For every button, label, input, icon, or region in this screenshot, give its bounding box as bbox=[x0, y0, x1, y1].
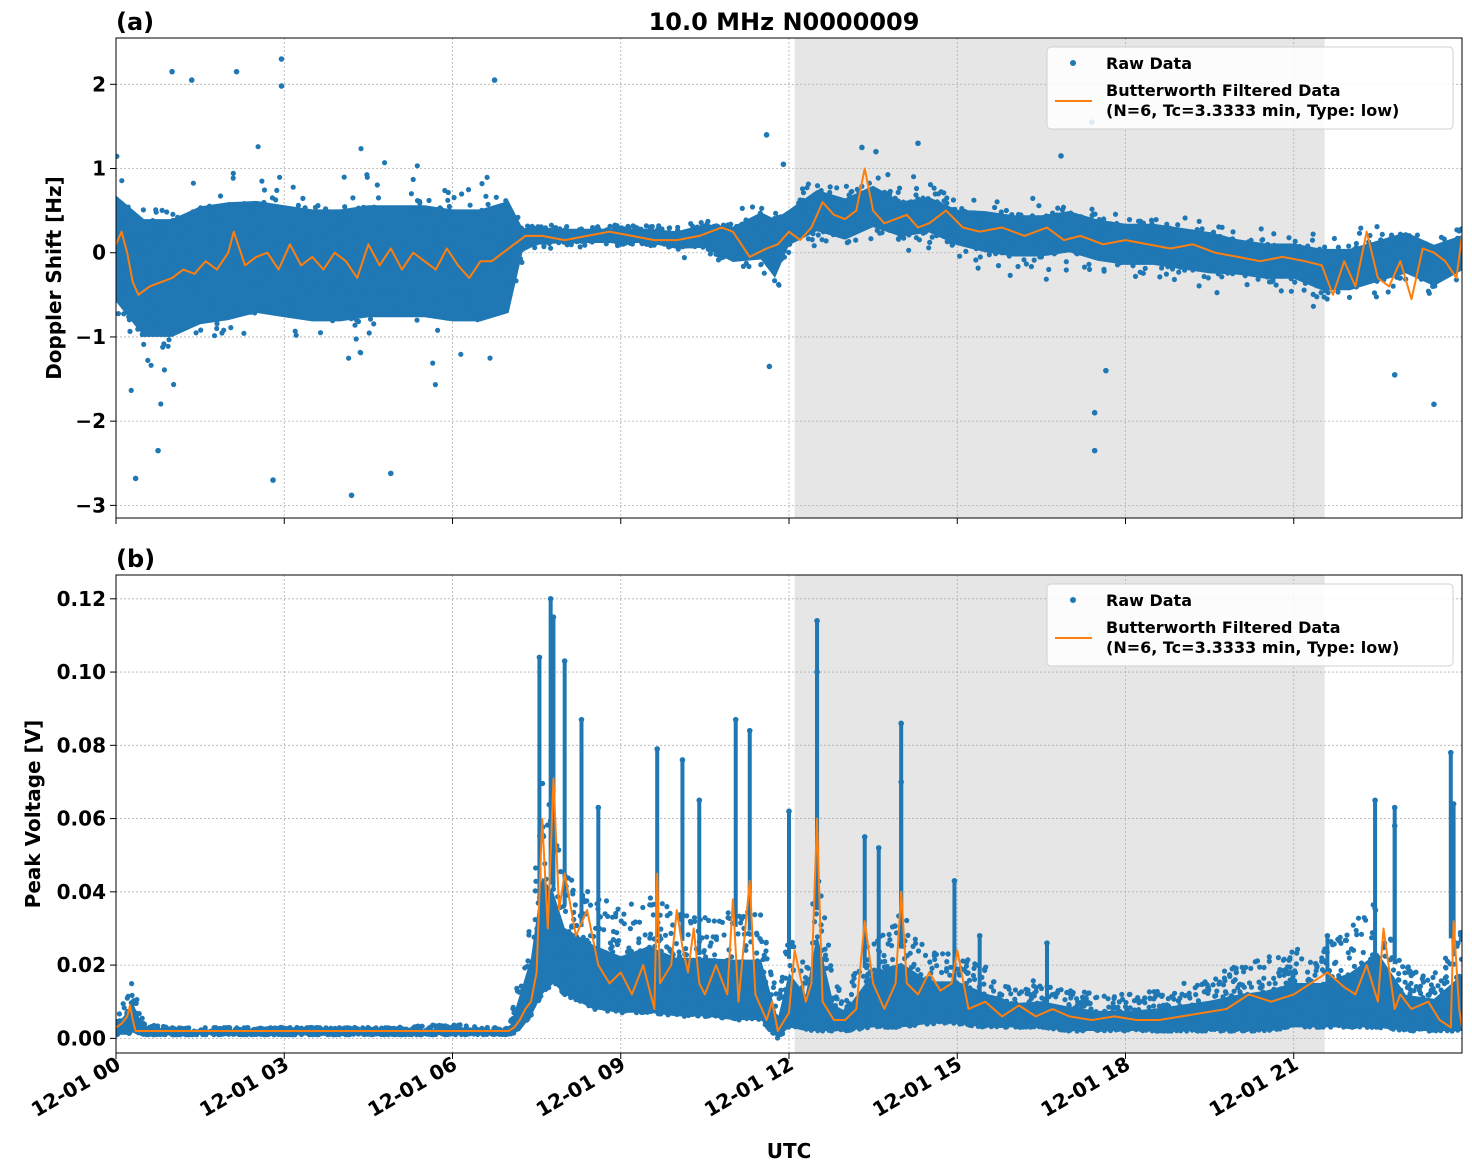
panel-a-doppler: 2 1 0 −1 −2 −3 (a) 10.0 MHz N0000009 Doppler … bbox=[42, 8, 1463, 524]
y-tick-label: 0 bbox=[92, 241, 106, 265]
raw-data-outlier bbox=[1058, 153, 1064, 159]
raw-data-outlier bbox=[763, 132, 770, 138]
panel-a-y-ticks: 2 1 0 −1 −2 −3 bbox=[75, 72, 116, 517]
filtered-data-line bbox=[116, 777, 1462, 1032]
panel-b-peak-voltage: 0.12 0.10 0.08 0.06 0.04 0.02 0.00 (b) Peak Vo… bbox=[21, 545, 1463, 1059]
raw-data-outlier bbox=[780, 161, 787, 168]
panel-b-x-ticks bbox=[115, 1053, 1295, 1059]
y-tick-label: −3 bbox=[75, 493, 106, 517]
raw-data-outlier bbox=[270, 477, 276, 483]
y-tick-label: 0.06 bbox=[57, 807, 106, 831]
legend-frame bbox=[1046, 46, 1454, 130]
legend-filtered-label: Butterworth Filtered Data bbox=[1106, 618, 1341, 637]
filtered-data-line bbox=[116, 167, 1462, 301]
legend-filtered-params: (N=6, Tc=3.3333 min, Type: low) bbox=[1106, 638, 1399, 657]
x-tick-label: 12-01 00 bbox=[27, 1052, 125, 1122]
raw-data-outlier bbox=[188, 77, 195, 83]
x-tick-label: 12-01 03 bbox=[195, 1052, 293, 1122]
legend-raw-marker bbox=[1070, 60, 1076, 66]
x-axis-label: UTC bbox=[767, 1139, 812, 1163]
raw-data-outlier bbox=[915, 140, 921, 147]
y-tick-label: 0.02 bbox=[57, 953, 106, 977]
raw-data-outlier bbox=[1091, 409, 1098, 416]
y-tick-label: 0.12 bbox=[57, 587, 106, 611]
raw-data-outlier bbox=[169, 68, 175, 75]
panel-b-filtered-data bbox=[116, 777, 1462, 1032]
panel-b-ylabel: Peak Voltage [V] bbox=[21, 720, 45, 909]
raw-data-outlier bbox=[348, 492, 355, 499]
raw-data-outlier bbox=[1091, 447, 1098, 454]
raw-data-band bbox=[116, 185, 1462, 337]
y-tick-label: 0.10 bbox=[57, 660, 106, 684]
x-tick-label: 12-01 21 bbox=[1205, 1052, 1303, 1122]
panel-a-label: (a) bbox=[116, 8, 154, 36]
raw-data-outlier bbox=[1103, 367, 1109, 374]
chart-title: 10.0 MHz N0000009 bbox=[649, 8, 920, 36]
legend-raw-marker bbox=[1070, 597, 1076, 603]
legend-filtered-params: (N=6, Tc=3.3333 min, Type: low) bbox=[1106, 101, 1399, 120]
y-tick-label: 0.04 bbox=[57, 880, 106, 904]
x-tick-label: 12-01 09 bbox=[532, 1052, 630, 1122]
raw-data-outlier bbox=[1391, 372, 1398, 378]
x-tick-label: 12-01 18 bbox=[1036, 1052, 1134, 1122]
x-tick-label: 12-01 06 bbox=[363, 1052, 461, 1122]
raw-data-outlier bbox=[388, 470, 394, 477]
legend-raw-label: Raw Data bbox=[1106, 591, 1192, 610]
y-tick-label: 1 bbox=[92, 157, 106, 181]
y-tick-label: 0.00 bbox=[57, 1026, 106, 1050]
panel-a-legend: Raw Data Butterworth Filtered Data (N=6,… bbox=[1046, 46, 1454, 130]
y-tick-label: 0.08 bbox=[57, 733, 106, 757]
y-tick-label: −2 bbox=[75, 409, 106, 433]
raw-data-outlier bbox=[155, 447, 161, 454]
x-tick-label: 12-01 12 bbox=[700, 1052, 798, 1122]
panel-a-filtered-data bbox=[116, 167, 1462, 301]
legend-filtered-label: Butterworth Filtered Data bbox=[1106, 81, 1341, 100]
raw-data-outlier bbox=[873, 148, 879, 155]
raw-data-outlier bbox=[491, 77, 498, 83]
raw-data-outlier bbox=[859, 144, 865, 151]
raw-data-outlier bbox=[1431, 401, 1437, 408]
y-tick-label: −1 bbox=[75, 325, 106, 349]
legend-raw-label: Raw Data bbox=[1106, 54, 1192, 73]
x-tick-label: 12-01 15 bbox=[868, 1052, 966, 1122]
panel-b-label: (b) bbox=[116, 545, 155, 573]
y-tick-label: 2 bbox=[92, 72, 106, 96]
panel-b-y-ticks: 0.12 0.10 0.08 0.06 0.04 0.02 0.00 bbox=[57, 587, 116, 1050]
raw-data-points bbox=[116, 780, 1462, 1041]
legend-frame bbox=[1046, 583, 1454, 667]
panel-a-ylabel: Doppler Shift [Hz] bbox=[42, 176, 66, 380]
raw-data-outlier bbox=[233, 68, 240, 75]
panel-a-raw-data bbox=[116, 56, 1462, 499]
raw-data-outlier bbox=[766, 363, 773, 370]
panel-a-x-ticks bbox=[115, 518, 1295, 524]
raw-data-outlier bbox=[132, 475, 139, 482]
raw-data-outlier bbox=[278, 83, 285, 89]
raw-data-outlier bbox=[278, 56, 285, 62]
panel-b-legend: Raw Data Butterworth Filtered Data (N=6,… bbox=[1046, 583, 1454, 667]
x-tick-labels: 12-01 00 12-01 03 12-01 06 12-01 09 12-01 12… bbox=[27, 1052, 1302, 1122]
